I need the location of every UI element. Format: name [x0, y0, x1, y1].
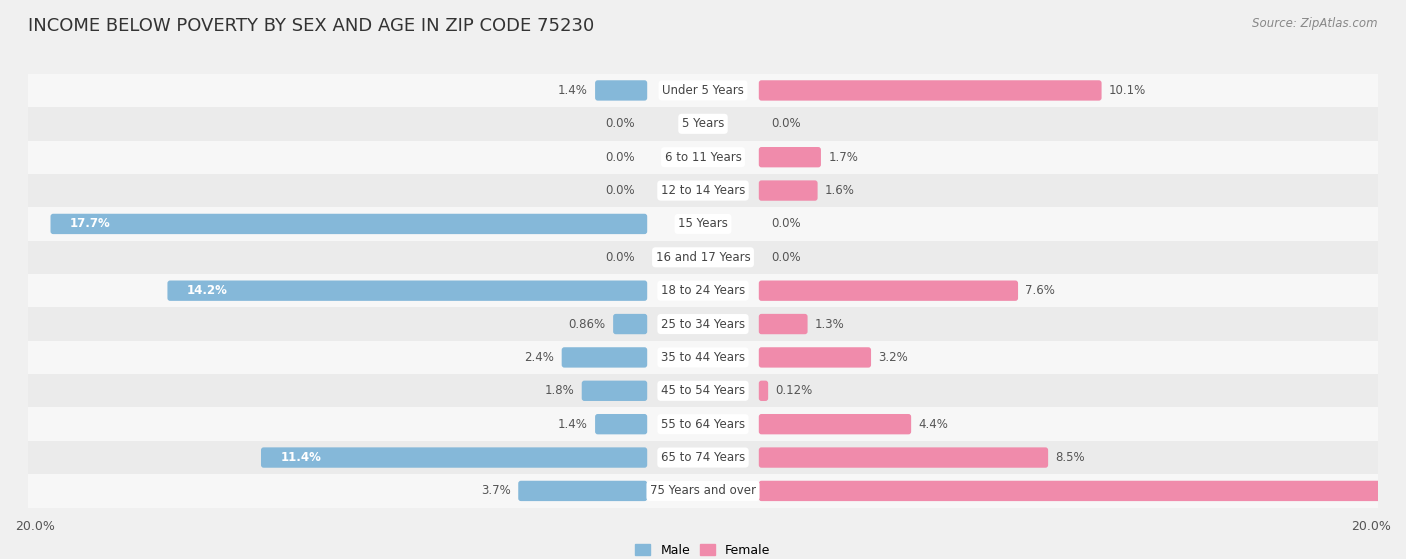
FancyBboxPatch shape	[262, 447, 647, 468]
Text: 16 and 17 Years: 16 and 17 Years	[655, 251, 751, 264]
Text: 1.4%: 1.4%	[558, 84, 588, 97]
Text: 25 to 34 Years: 25 to 34 Years	[661, 318, 745, 330]
FancyBboxPatch shape	[18, 341, 1388, 374]
Text: 0.0%: 0.0%	[605, 251, 634, 264]
FancyBboxPatch shape	[759, 80, 1101, 101]
FancyBboxPatch shape	[167, 281, 647, 301]
FancyBboxPatch shape	[519, 481, 647, 501]
Text: 6 to 11 Years: 6 to 11 Years	[665, 151, 741, 164]
FancyBboxPatch shape	[759, 314, 807, 334]
Text: 18 to 24 Years: 18 to 24 Years	[661, 284, 745, 297]
Text: 35 to 44 Years: 35 to 44 Years	[661, 351, 745, 364]
FancyBboxPatch shape	[18, 207, 1388, 240]
Text: 1.8%: 1.8%	[544, 384, 575, 397]
Text: 0.0%: 0.0%	[772, 117, 801, 130]
FancyBboxPatch shape	[561, 347, 647, 368]
FancyBboxPatch shape	[18, 107, 1388, 140]
FancyBboxPatch shape	[18, 174, 1388, 207]
Text: 0.0%: 0.0%	[772, 217, 801, 230]
Text: 55 to 64 Years: 55 to 64 Years	[661, 418, 745, 430]
Text: 3.7%: 3.7%	[481, 485, 510, 498]
Text: 65 to 74 Years: 65 to 74 Years	[661, 451, 745, 464]
FancyBboxPatch shape	[18, 408, 1388, 441]
FancyBboxPatch shape	[18, 240, 1388, 274]
FancyBboxPatch shape	[759, 414, 911, 434]
FancyBboxPatch shape	[759, 147, 821, 167]
FancyBboxPatch shape	[582, 381, 647, 401]
Text: 10.1%: 10.1%	[1109, 84, 1146, 97]
Text: 14.2%: 14.2%	[187, 284, 228, 297]
FancyBboxPatch shape	[759, 381, 768, 401]
FancyBboxPatch shape	[595, 414, 647, 434]
Text: 4.4%: 4.4%	[918, 418, 949, 430]
Text: 0.0%: 0.0%	[605, 151, 634, 164]
Text: 0.0%: 0.0%	[605, 184, 634, 197]
Text: 0.86%: 0.86%	[568, 318, 606, 330]
Text: 1.3%: 1.3%	[815, 318, 845, 330]
Text: 0.0%: 0.0%	[772, 251, 801, 264]
Text: 45 to 54 Years: 45 to 54 Years	[661, 384, 745, 397]
Text: 0.12%: 0.12%	[776, 384, 813, 397]
Text: 11.4%: 11.4%	[280, 451, 321, 464]
Text: 1.7%: 1.7%	[828, 151, 858, 164]
FancyBboxPatch shape	[18, 441, 1388, 474]
FancyBboxPatch shape	[759, 347, 872, 368]
FancyBboxPatch shape	[18, 307, 1388, 341]
FancyBboxPatch shape	[18, 274, 1388, 307]
Text: 75 Years and over: 75 Years and over	[650, 485, 756, 498]
FancyBboxPatch shape	[759, 181, 818, 201]
FancyBboxPatch shape	[759, 481, 1406, 501]
Text: 0.0%: 0.0%	[605, 117, 634, 130]
Legend: Male, Female: Male, Female	[630, 539, 776, 559]
FancyBboxPatch shape	[759, 281, 1018, 301]
FancyBboxPatch shape	[51, 214, 647, 234]
Text: 7.6%: 7.6%	[1025, 284, 1056, 297]
Text: 3.2%: 3.2%	[879, 351, 908, 364]
Text: INCOME BELOW POVERTY BY SEX AND AGE IN ZIP CODE 75230: INCOME BELOW POVERTY BY SEX AND AGE IN Z…	[28, 17, 595, 35]
FancyBboxPatch shape	[18, 140, 1388, 174]
Text: Source: ZipAtlas.com: Source: ZipAtlas.com	[1253, 17, 1378, 30]
Text: 1.6%: 1.6%	[825, 184, 855, 197]
Text: 1.4%: 1.4%	[558, 418, 588, 430]
FancyBboxPatch shape	[759, 447, 1047, 468]
FancyBboxPatch shape	[613, 314, 647, 334]
FancyBboxPatch shape	[18, 474, 1388, 508]
Text: 5 Years: 5 Years	[682, 117, 724, 130]
FancyBboxPatch shape	[18, 374, 1388, 408]
Text: 2.4%: 2.4%	[524, 351, 554, 364]
Text: 17.7%: 17.7%	[70, 217, 111, 230]
Text: Under 5 Years: Under 5 Years	[662, 84, 744, 97]
Text: 12 to 14 Years: 12 to 14 Years	[661, 184, 745, 197]
FancyBboxPatch shape	[595, 80, 647, 101]
Text: 15 Years: 15 Years	[678, 217, 728, 230]
FancyBboxPatch shape	[18, 74, 1388, 107]
Text: 8.5%: 8.5%	[1056, 451, 1085, 464]
